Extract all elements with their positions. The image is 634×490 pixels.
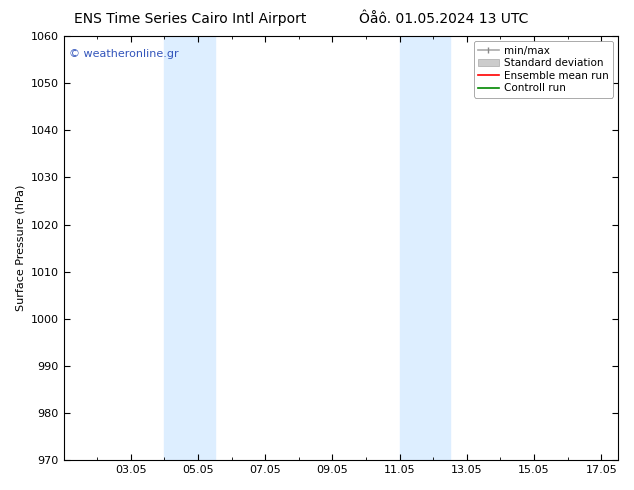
Bar [164, 36, 215, 460]
Bar [399, 36, 450, 460]
Text: ENS Time Series Cairo Intl Airport: ENS Time Series Cairo Intl Airport [74, 12, 306, 26]
Text: © weatheronline.gr: © weatheronline.gr [69, 49, 179, 59]
Text: Ôåô. 01.05.2024 13 UTC: Ôåô. 01.05.2024 13 UTC [359, 12, 529, 26]
Legend: min/max, Standard deviation, Ensemble mean run, Controll run: min/max, Standard deviation, Ensemble me… [474, 41, 613, 98]
Y-axis label: Surface Pressure (hPa): Surface Pressure (hPa) [15, 185, 25, 311]
